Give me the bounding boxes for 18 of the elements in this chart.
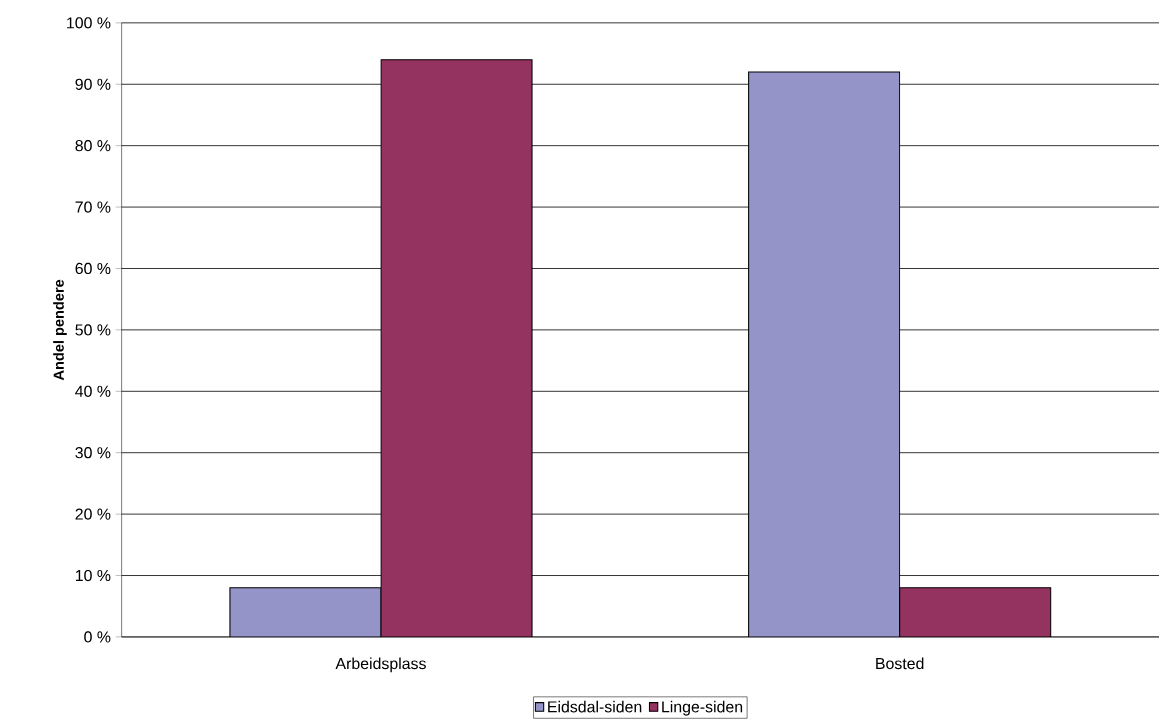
y-tick-label: 60 % xyxy=(75,262,111,274)
bar xyxy=(229,587,382,637)
legend-label: Eidsdal-siden xyxy=(548,700,642,713)
legend-label: Linge-siden xyxy=(662,700,743,716)
bar xyxy=(748,71,901,637)
y-tick-label: 50 % xyxy=(75,324,111,336)
y-tick-label: 70 % xyxy=(75,201,111,213)
y-tick-label: 10 % xyxy=(75,569,111,581)
x-tick-label: Arbeidsplass xyxy=(335,657,426,673)
y-axis-title: Andel pendere xyxy=(53,279,67,380)
y-tick-label: 40 % xyxy=(75,385,111,397)
y-tick-label: 30 % xyxy=(75,446,111,459)
y-tick-label: 90 % xyxy=(75,78,111,90)
y-tick-label: 0 % xyxy=(84,631,111,643)
y-tick-label: 80 % xyxy=(75,139,111,152)
y-tick-label: 100 % xyxy=(67,17,111,29)
y-tick-label: 20 % xyxy=(75,508,111,520)
x-tick-label: Bosted xyxy=(876,657,924,669)
